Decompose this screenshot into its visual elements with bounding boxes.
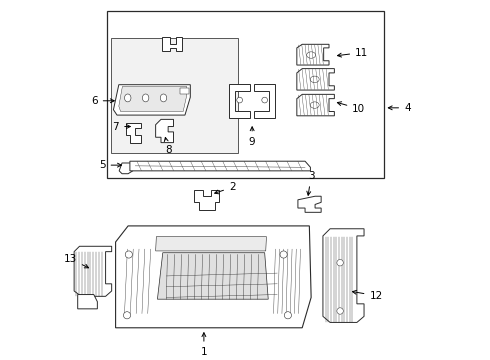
Text: 7: 7 [113, 122, 130, 131]
Circle shape [284, 312, 292, 319]
Polygon shape [297, 94, 334, 116]
Circle shape [280, 251, 287, 258]
Text: 5: 5 [99, 160, 122, 170]
Text: 1: 1 [200, 333, 207, 357]
Text: 8: 8 [164, 138, 171, 156]
Polygon shape [323, 229, 364, 323]
Text: 13: 13 [64, 254, 89, 268]
Polygon shape [156, 120, 173, 143]
Text: 12: 12 [352, 291, 383, 301]
Ellipse shape [310, 76, 319, 82]
Ellipse shape [143, 94, 149, 102]
Circle shape [123, 312, 131, 319]
Polygon shape [119, 86, 187, 112]
Ellipse shape [310, 102, 319, 108]
Polygon shape [114, 85, 190, 115]
Bar [107, 12, 385, 177]
Text: 2: 2 [215, 182, 236, 194]
Text: 11: 11 [338, 48, 368, 58]
Polygon shape [78, 294, 98, 309]
Polygon shape [194, 190, 219, 210]
Circle shape [337, 308, 343, 314]
Ellipse shape [160, 94, 167, 102]
Polygon shape [179, 87, 189, 94]
Circle shape [262, 97, 268, 103]
Text: 10: 10 [338, 102, 366, 114]
Polygon shape [157, 253, 268, 299]
Polygon shape [297, 44, 329, 65]
Polygon shape [130, 161, 311, 171]
Circle shape [125, 251, 132, 258]
Polygon shape [229, 84, 250, 118]
Polygon shape [297, 69, 334, 90]
Polygon shape [116, 226, 311, 328]
Text: 9: 9 [249, 127, 255, 147]
Polygon shape [126, 123, 141, 143]
Polygon shape [298, 196, 321, 212]
Circle shape [237, 97, 243, 103]
Circle shape [337, 260, 343, 266]
Text: 4: 4 [388, 103, 411, 113]
Polygon shape [156, 237, 267, 251]
Bar [111, 38, 238, 153]
Polygon shape [74, 246, 112, 296]
Ellipse shape [124, 94, 131, 102]
Polygon shape [119, 163, 133, 174]
Text: 3: 3 [307, 171, 315, 195]
Text: 6: 6 [91, 96, 114, 106]
Polygon shape [254, 84, 275, 118]
Polygon shape [162, 37, 182, 51]
Ellipse shape [307, 52, 316, 58]
